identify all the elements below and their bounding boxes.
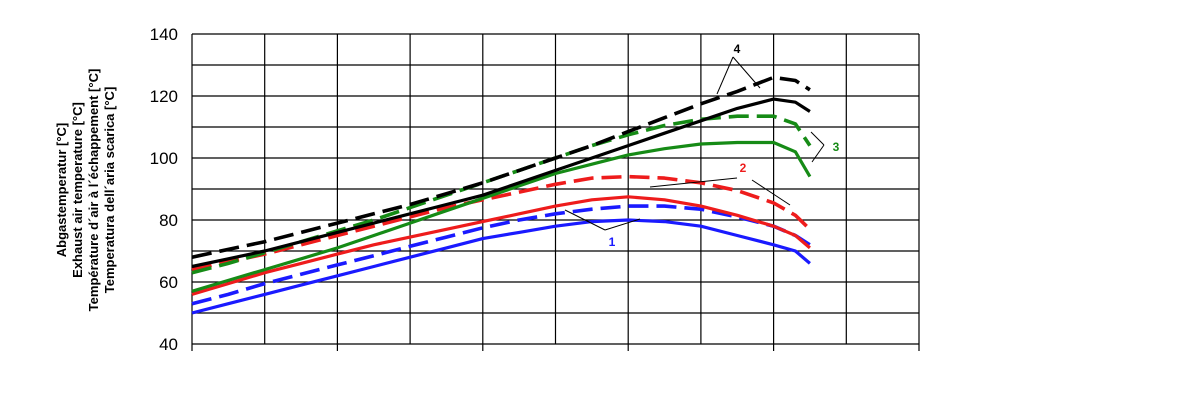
series-line-2-dashed: [191, 174, 812, 272]
series-line-2-solid: [191, 195, 811, 296]
series-lines: [191, 75, 812, 315]
y-tick-label: 100: [150, 149, 178, 168]
y-tick-label: 120: [150, 87, 178, 106]
y-tick-labels: 40 60 80 100 120 140: [150, 25, 178, 354]
y-axis-label-line-3: Température d´air à l´échappement [°C]: [86, 69, 101, 312]
callout-label-2: 2: [740, 161, 747, 175]
callout-leader-line: [649, 177, 738, 188]
y-axis-label-line-1: Abgastemperatur [°C]: [54, 123, 69, 258]
series-line-1-solid: [191, 218, 811, 315]
callout-leader-line: [564, 209, 606, 231]
callout-label-4: 4: [734, 42, 741, 56]
y-tick-label: 40: [159, 335, 178, 354]
callouts: 1 2 3 4: [564, 42, 840, 249]
callout-leader-line: [732, 56, 761, 89]
callout-leader-line: [810, 131, 825, 146]
callout-label-3: 3: [833, 140, 840, 154]
y-axis-label-line-4: Temperatura dell´aria scarica [°C]: [102, 87, 117, 294]
y-axis-label-line-2: Exhaust air temperature [°C]: [70, 102, 85, 278]
y-tick-label: 140: [150, 25, 178, 44]
callout-leader-line: [716, 56, 734, 95]
series-line-4-dashed: [191, 75, 811, 259]
series-line-3-solid: [191, 140, 812, 293]
callout-leader-line: [751, 179, 791, 206]
series-line-4-solid: [191, 97, 811, 269]
y-tick-label: 80: [159, 211, 178, 230]
series-line-1-dashed: [191, 204, 811, 306]
callout-leader-line: [811, 144, 825, 163]
callout-label-1: 1: [609, 235, 616, 249]
y-tick-label: 60: [159, 273, 178, 292]
y-axis-label: Abgastemperatur [°C] Exhaust air tempera…: [54, 69, 117, 312]
callout-leader-line: [604, 218, 641, 231]
grid: [191, 33, 920, 351]
